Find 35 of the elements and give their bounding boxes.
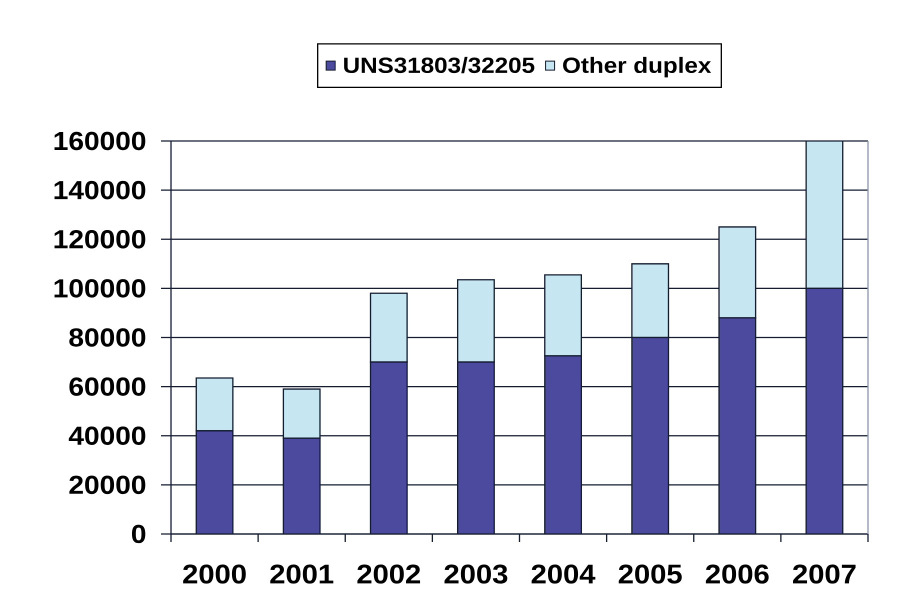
- x-tick-label: 2005: [618, 564, 682, 584]
- bar: [544, 355, 582, 534]
- y-tick-label: 100000: [54, 279, 146, 298]
- x-tick-label: 2002: [357, 564, 420, 584]
- y-tick-label: 120000: [54, 230, 146, 248]
- bar: [631, 263, 670, 338]
- bar: [196, 377, 234, 432]
- bar: [196, 430, 234, 534]
- bar: [370, 361, 408, 534]
- y-tick-label: 60000: [69, 377, 146, 396]
- y-tick-label: 20000: [69, 476, 146, 494]
- x-tick-label: 2000: [183, 564, 246, 584]
- x-tick-label: 2004: [532, 564, 596, 584]
- bar: [718, 226, 756, 318]
- y-tick-label: 80000: [69, 328, 146, 347]
- y-tick-label: 40000: [68, 426, 146, 445]
- y-tick-label: 0: [132, 524, 146, 544]
- x-tick-label: 2007: [793, 564, 856, 584]
- bar: [282, 438, 321, 534]
- bar: [805, 288, 844, 534]
- bar: [718, 317, 756, 534]
- legend-label: Other duplex: [563, 56, 712, 78]
- bar: [544, 274, 582, 357]
- bar: [805, 140, 844, 290]
- x-tick-label: 2001: [270, 564, 334, 584]
- bar: [456, 279, 495, 363]
- bar: [631, 336, 670, 534]
- legend-label: UNS31803/32205: [344, 56, 534, 74]
- bar: [456, 361, 495, 534]
- x-tick-label: 2006: [706, 564, 769, 584]
- y-tick-label: 160000: [54, 132, 146, 150]
- bar: [370, 292, 408, 363]
- bar: [282, 388, 321, 439]
- x-tick-label: 2003: [444, 564, 508, 584]
- y-tick-label: 140000: [54, 180, 146, 200]
